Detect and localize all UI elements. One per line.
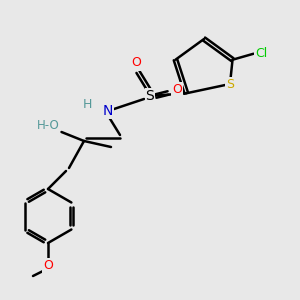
Text: N: N [103,104,113,118]
Text: Cl: Cl [255,47,267,60]
Text: O: O [132,56,141,70]
Text: H-O: H-O [37,119,59,133]
Text: O: O [172,83,182,97]
Text: S: S [146,89,154,103]
Text: O: O [43,259,53,272]
Text: H: H [82,98,92,112]
Text: S: S [226,77,234,91]
